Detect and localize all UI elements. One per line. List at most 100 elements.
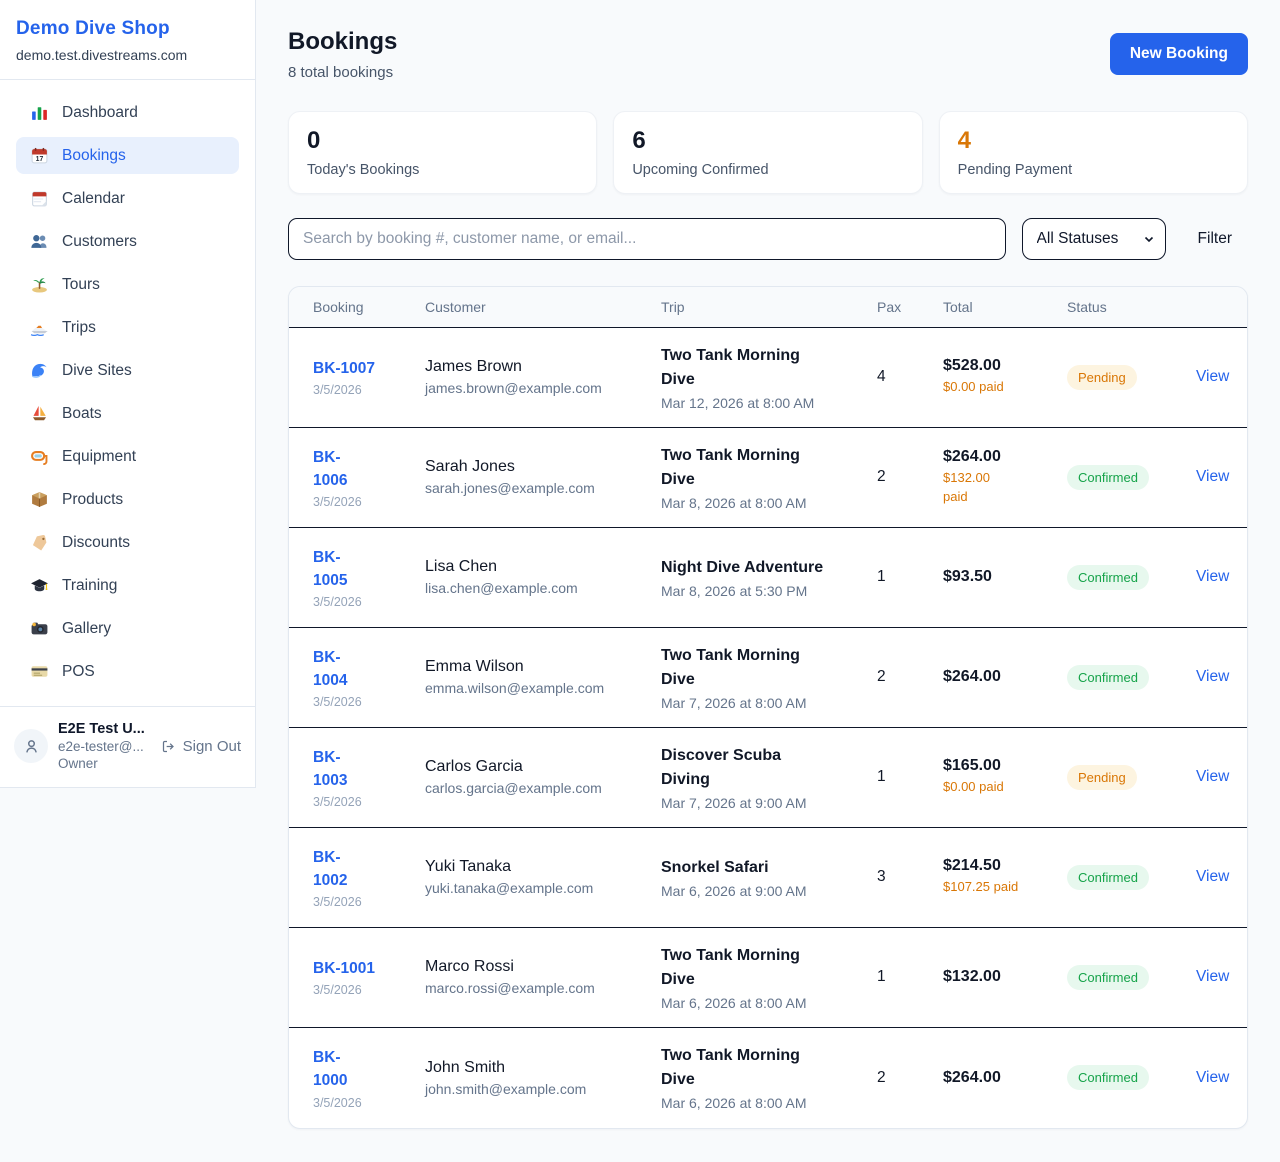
trip-name-line: Discover Scuba [661,746,782,764]
trip-name-line: Diving [661,770,710,788]
customer-email: emma.wilson@example.com [425,680,605,697]
view-link[interactable]: View [1196,1068,1230,1086]
users-icon [30,232,49,251]
booking-id-link[interactable]: BK- 1006 [313,446,415,493]
sidebar-item-pos[interactable]: POS [16,653,239,690]
sidebar-item-discounts[interactable]: Discounts [16,524,239,561]
sidebar-item-equipment[interactable]: Equipment [16,438,239,475]
sidebar-item-calendar[interactable]: Calendar [16,180,239,217]
stat-label: Today's Bookings [307,161,420,178]
view-link[interactable]: View [1196,468,1230,486]
island-icon [30,275,49,294]
paid-amount: $0.00 paid [943,778,1057,797]
paid-amount: $0.00 paid [943,378,1057,397]
pax-cell: 1 [877,968,886,986]
trip-cell: Two Tank Morning Dive Mar 12, 2026 at 8:00… [661,344,877,411]
sidebar-item-tours[interactable]: Tours [16,266,239,303]
column-header-actions [1196,299,1223,315]
customer-name: Lisa Chen [425,558,498,576]
total-cell: $132.00 [943,968,1067,986]
wave-icon [30,361,49,380]
trip-name-line: Snorkel Safari [661,858,769,876]
user-icon [25,739,37,753]
speedboat-icon [30,318,49,337]
view-link[interactable]: View [1196,568,1230,586]
sidebar-item-label: Discounts [62,533,131,551]
tag-icon [30,533,49,552]
view-link[interactable]: View [1196,868,1230,886]
trip-name: Night Dive Adventure [661,556,867,580]
total-amount: $165.00 [943,757,1001,775]
table-header-row: Booking Customer Trip Pax Total Status [289,286,1247,328]
sidebar-item-dive-sites[interactable]: Dive Sites [16,352,239,389]
trip-name: Discover Scuba Diving [661,744,867,792]
booking-id-line: BK- [313,848,341,866]
customer-name: Marco Rossi [425,958,514,976]
pax-cell: 2 [877,668,886,686]
customer-name: Carlos Garcia [425,758,523,776]
trip-cell: Snorkel Safari Mar 6, 2026 at 9:00 AM [661,856,877,899]
diving-mask-icon [30,447,49,466]
sidebar-item-trips[interactable]: Trips [16,309,239,346]
total-amount: $214.50 [943,857,1001,875]
trip-cell: Discover Scuba Diving Mar 7, 2026 at 9:00 … [661,744,877,811]
view-link[interactable]: View [1196,368,1230,386]
brand-name: Demo Dive Shop [16,18,170,39]
booking-id-line: BK- [313,1049,341,1067]
sidebar-item-products[interactable]: Products [16,481,239,518]
total-amount: $93.50 [943,568,992,586]
booking-id-link[interactable]: BK- 1004 [313,646,415,693]
sidebar-item-dashboard[interactable]: Dashboard [16,94,239,131]
sidebar-item-boats[interactable]: Boats [16,395,239,432]
paid-amount-line: paid [943,488,968,504]
customer-cell: Sarah Jones sarah.jones@example.com [425,458,661,496]
booking-id-link[interactable]: BK- 1002 [313,846,415,893]
pax-cell: 2 [877,1068,886,1086]
customer-email: james.brown@example.com [425,380,602,397]
table-row: BK- 1000 3/5/2026 John Smith john.smith@exam… [289,1028,1247,1128]
left-rail: Demo Dive Shop demo.test.divestreams.com… [0,0,256,788]
new-booking-button[interactable]: New Booking [1109,33,1248,75]
sidebar-item-label: Equipment [62,447,137,465]
search-input[interactable] [288,217,1006,260]
view-link[interactable]: View [1196,668,1230,686]
trip-name-line: Two Tank Morning [661,946,800,964]
stat-label: Pending Payment [957,161,1073,178]
action-cell: View [1196,1069,1229,1087]
filter-button[interactable]: Filter [1197,229,1232,247]
stats-row: 0 Today's Bookings 6 Upcoming Confirmed 4 Pen… [288,111,1248,194]
status-filter-wrap: All Statuses [1021,217,1166,260]
sidebar-item-customers[interactable]: Customers [16,223,239,260]
booking-id-line: 1005 [313,571,348,589]
trip-name: Two Tank Morning Dive [661,444,867,492]
customer-name: Sarah Jones [425,458,515,476]
view-link[interactable]: View [1196,968,1230,986]
booking-id-link[interactable]: BK- 1000 [313,1046,415,1093]
stat-label: Upcoming Confirmed [632,161,769,178]
sidebar-item-bookings[interactable]: 17 Bookings [16,137,239,174]
trip-name: Two Tank Morning Dive [661,644,867,692]
sidebar: Demo Dive Shop demo.test.divestreams.com… [0,0,256,788]
view-link[interactable]: View [1196,768,1230,786]
total-cell: $214.50 $107.25 paid [943,857,1067,897]
booking-id-link[interactable]: BK- 1005 [313,546,415,593]
booking-id-link[interactable]: BK- 1003 [313,746,415,793]
sign-out-button[interactable]: Sign Out [161,738,241,755]
sidebar-item-label: Dashboard [62,103,138,121]
sign-out-icon [162,740,174,752]
paid-amount: $107.25 paid [943,878,1057,897]
action-cell: View [1196,768,1229,786]
booking-id-line: BK- [313,648,341,666]
status-badge: Confirmed [1067,964,1149,990]
booking-id-link[interactable]: BK-1007 [313,357,415,380]
sidebar-item-gallery[interactable]: Gallery [16,610,239,647]
customer-email: carlos.garcia@example.com [425,780,602,797]
sidebar-item-training[interactable]: Training [16,567,239,604]
trip-cell: Two Tank Morning Dive Mar 7, 2026 at 8:00 … [661,644,877,711]
status-filter-select[interactable]: All Statuses [1021,217,1166,260]
table-row: BK- 1006 3/5/2026 Sarah Jones sarah.jones@ex… [289,428,1247,528]
trip-datetime: Mar 8, 2026 at 8:00 AM [661,494,807,511]
total-cell: $264.00 [943,668,1067,686]
sidebar-item-label: Tours [62,275,100,293]
booking-id-link[interactable]: BK-1001 [313,957,415,980]
